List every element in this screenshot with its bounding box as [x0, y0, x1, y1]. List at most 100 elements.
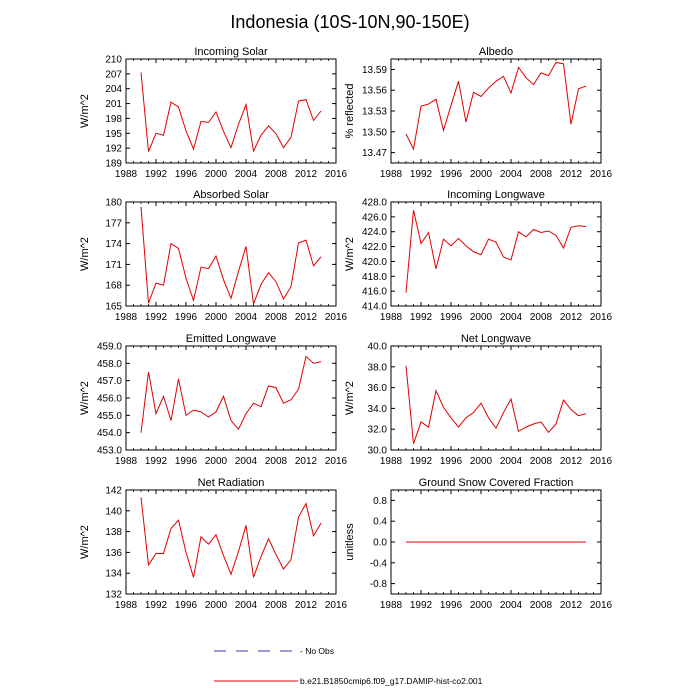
x-tick-label: 1996 — [175, 312, 198, 323]
y-tick-label: 422.0 — [362, 242, 387, 253]
panel-3: Absorbed Solar 1988 1992 1996 2000 2004 2008 20… — [79, 189, 348, 323]
y-axis-label: W/m^2 — [344, 381, 356, 415]
y-tick-label: 34.0 — [368, 404, 388, 415]
x-tick-label: 2008 — [530, 456, 553, 467]
panel-grid: Incoming Solar 1988 1992 1996 2000 2004 2008 20… — [79, 46, 613, 611]
x-tick-label: 1992 — [410, 600, 433, 611]
y-tick-label: 426.0 — [362, 212, 387, 223]
x-tick-label: 2008 — [265, 312, 288, 323]
x-tick-label: 1996 — [440, 456, 463, 467]
x-tick-label: 2016 — [590, 312, 613, 323]
x-tick-label: 2000 — [205, 456, 228, 467]
x-tick-label: 1992 — [145, 312, 168, 323]
y-tick-label: 424.0 — [362, 227, 387, 238]
y-tick-label: 13.56 — [362, 86, 387, 97]
x-tick-label: 2000 — [205, 169, 228, 180]
x-tick-label: 2000 — [470, 456, 493, 467]
y-tick-label: 198 — [105, 114, 122, 125]
y-tick-label: 30.0 — [368, 446, 388, 457]
x-tick-label: 2004 — [500, 312, 523, 323]
y-axis-label: W/m^2 — [344, 237, 356, 271]
x-tick-label: 2012 — [560, 312, 583, 323]
y-tick-label: 168 — [105, 281, 122, 292]
y-tick-label: 457.0 — [97, 376, 122, 387]
x-tick-label: 1996 — [175, 456, 198, 467]
y-axis-label: % reflected — [344, 83, 356, 138]
x-tick-label: 1992 — [145, 169, 168, 180]
x-tick-label: 1996 — [440, 169, 463, 180]
y-tick-label: 165 — [105, 302, 122, 313]
x-tick-label: 2008 — [530, 312, 553, 323]
y-tick-label: 36.0 — [368, 383, 388, 394]
y-tick-label: 207 — [105, 69, 122, 80]
panel-title: Albedo — [479, 46, 513, 58]
y-tick-label: 136 — [105, 548, 122, 559]
y-tick-label: 420.0 — [362, 257, 387, 268]
x-tick-label: 2000 — [470, 169, 493, 180]
x-tick-label: 1988 — [380, 169, 403, 180]
panel-title: Net Longwave — [461, 333, 531, 345]
x-tick-label: 1988 — [115, 312, 138, 323]
y-axis-label: W/m^2 — [79, 381, 91, 415]
x-tick-label: 1992 — [145, 600, 168, 611]
y-tick-label: 418.0 — [362, 272, 387, 283]
y-tick-label: 210 — [105, 55, 122, 66]
x-tick-label: 2004 — [500, 600, 523, 611]
panel-title: Net Radiation — [198, 477, 265, 489]
panel-1: Incoming Solar 1988 1992 1996 2000 2004 2008 20… — [79, 46, 348, 180]
y-tick-label: 174 — [105, 239, 122, 250]
x-tick-label: 2012 — [560, 600, 583, 611]
panel-title: Incoming Longwave — [447, 189, 545, 201]
y-tick-label: 0.0 — [373, 538, 387, 549]
x-tick-label: 2016 — [325, 312, 348, 323]
x-tick-label: 2016 — [325, 600, 348, 611]
y-tick-label: 138 — [105, 527, 122, 538]
x-tick-label: 2012 — [295, 456, 318, 467]
y-tick-label: 0.8 — [373, 496, 387, 507]
y-tick-label: 140 — [105, 506, 122, 517]
x-tick-label: 2012 — [560, 456, 583, 467]
x-tick-label: 2004 — [235, 169, 258, 180]
x-tick-label: 1992 — [410, 456, 433, 467]
panel-5: Emitted Longwave 1988 1992 1996 2000 2004 2008… — [79, 333, 348, 467]
y-axis-label: W/m^2 — [79, 237, 91, 271]
x-tick-label: 2004 — [500, 169, 523, 180]
panel-2: Albedo 1988 1992 1996 2000 2004 2008 2012 2016 13… — [344, 46, 613, 180]
y-tick-label: 132 — [105, 590, 122, 601]
y-tick-label: 171 — [105, 260, 122, 271]
x-tick-label: 2012 — [295, 169, 318, 180]
legend-model-label: b.e21.B1850cmip6.f09_g17.DAMIP-hist-co2.… — [300, 676, 483, 686]
x-tick-label: 1992 — [145, 456, 168, 467]
x-tick-label: 2016 — [590, 456, 613, 467]
x-tick-label: 2008 — [265, 169, 288, 180]
y-tick-label: 40.0 — [368, 342, 388, 353]
x-tick-label: 2000 — [470, 600, 493, 611]
x-tick-label: 2004 — [235, 456, 258, 467]
x-tick-label: 2000 — [205, 312, 228, 323]
y-tick-label: 38.0 — [368, 362, 388, 373]
legend-obs-label: - No Obs — [300, 646, 334, 656]
y-tick-label: 0.4 — [373, 517, 387, 528]
x-tick-label: 1988 — [380, 312, 403, 323]
x-tick-label: 2004 — [235, 600, 258, 611]
x-tick-label: 2004 — [500, 456, 523, 467]
y-axis-label: W/m^2 — [79, 94, 91, 128]
y-axis-label: W/m^2 — [79, 525, 91, 559]
y-tick-label: 32.0 — [368, 425, 388, 436]
x-tick-label: 2016 — [325, 169, 348, 180]
panel-4: Incoming Longwave 1988 1992 1996 2000 2004 200… — [344, 189, 613, 323]
y-tick-label: 13.53 — [362, 107, 387, 118]
y-tick-label: 455.0 — [97, 411, 122, 422]
x-tick-label: 2000 — [470, 312, 493, 323]
x-tick-label: 1988 — [115, 600, 138, 611]
y-tick-label: 414.0 — [362, 302, 387, 313]
x-tick-label: 2008 — [530, 169, 553, 180]
x-tick-label: 1988 — [115, 169, 138, 180]
y-axis-label: unitless — [344, 523, 356, 561]
y-tick-label: -0.4 — [370, 558, 388, 569]
x-tick-label: 2016 — [590, 169, 613, 180]
x-tick-label: 1992 — [410, 312, 433, 323]
y-tick-label: 13.50 — [362, 127, 387, 138]
x-tick-label: 2008 — [265, 600, 288, 611]
